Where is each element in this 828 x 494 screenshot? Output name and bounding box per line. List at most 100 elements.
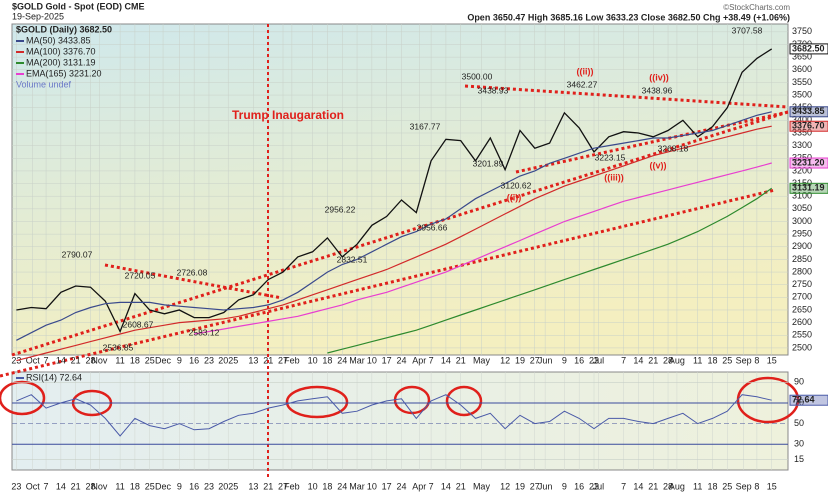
x-tick-label: Nov: [91, 355, 108, 365]
ohlc: Open 3650.47 High 3685.16 Low 3633.23 Cl…: [467, 12, 790, 22]
annotation: Trump Inaugaration: [232, 108, 344, 122]
x-tick-label: 14: [633, 481, 643, 491]
x-tick-label: 19: [515, 355, 525, 365]
x-tick-label: 21: [71, 481, 81, 491]
y-tick-label: 3650: [792, 52, 812, 62]
y-tick-label: 3000: [792, 216, 812, 226]
x-tick-label: Sep: [736, 355, 752, 365]
annotation: 3201.89: [473, 158, 504, 168]
series-line: [194, 162, 772, 335]
x-tick-label: 16: [574, 481, 584, 491]
annotation: 3268.18: [658, 143, 689, 153]
y-tick-label: 3500: [792, 89, 812, 99]
x-tick-label: 9: [562, 355, 567, 365]
x-tick-label: 21: [648, 355, 658, 365]
x-tick-label: 28: [663, 481, 673, 491]
x-tick-label: 7: [429, 481, 434, 491]
x-tick-label: 23: [589, 481, 599, 491]
x-tick-label: Apr: [412, 355, 426, 365]
legend-entry: MA(200) 3131.19: [26, 57, 96, 67]
x-tick-label: 16: [189, 355, 199, 365]
annotation: ((ii)): [577, 66, 594, 76]
y-tick-label: 3050: [792, 203, 812, 213]
rsi-panel: [11, 371, 789, 471]
x-tick-label: 27: [530, 481, 540, 491]
x-tick-label: 14: [441, 481, 451, 491]
x-tick-label: 7: [44, 355, 49, 365]
trendlines: [0, 84, 789, 378]
x-tick-label: 23: [204, 481, 214, 491]
annotation: 2608.67: [123, 319, 154, 329]
y-tick-label: 3600: [792, 64, 812, 74]
x-tick-label: 18: [707, 355, 717, 365]
y-tick-label: 70: [794, 397, 804, 407]
y-tick-label: 2650: [792, 304, 812, 314]
annotation: 2832.51: [337, 254, 368, 264]
x-tick-label: 23: [11, 481, 21, 491]
x-tick-label: 2025: [218, 481, 238, 491]
x-tick-label: 25: [145, 355, 155, 365]
legend-entry: Volume undef: [16, 79, 72, 89]
x-tick-label: 12: [500, 355, 510, 365]
y-tick-label: 3550: [792, 77, 812, 87]
x-tick-label: 27: [530, 355, 540, 365]
x-tick-label: 14: [633, 355, 643, 365]
y-tick-label: 3400: [792, 115, 812, 125]
value-tag-label: 3231.20: [792, 157, 825, 167]
value-tag-label: 3433.85: [792, 106, 825, 116]
y-tick-label: 3200: [792, 165, 812, 175]
x-tick-label: 2025: [218, 355, 238, 365]
annotation: 2956.22: [325, 204, 356, 214]
x-tick-label: 21: [71, 355, 81, 365]
annotation: ((v)): [650, 160, 667, 170]
x-tick-label: 23: [589, 355, 599, 365]
x-tick-label: 10: [308, 481, 318, 491]
x-tick-label: 21: [263, 481, 273, 491]
y-tick-label: 3750: [792, 26, 812, 36]
x-tick-label: 21: [456, 355, 466, 365]
y-tick-label: 90: [794, 377, 804, 387]
x-tick-label: 25: [145, 481, 155, 491]
legend-entry: MA(50) 3433.85: [26, 35, 91, 45]
x-tick-label: Apr: [412, 481, 426, 491]
annotation: 2720.05: [125, 270, 156, 280]
x-tick-label: 21: [648, 481, 658, 491]
y-tick-label: 2900: [792, 241, 812, 251]
x-tick-label: 8: [754, 355, 759, 365]
y-tick-label: 3350: [792, 127, 812, 137]
x-tick-label: 14: [56, 355, 66, 365]
x-tick-label: Oct: [26, 481, 41, 491]
source: ©StockCharts.com: [723, 3, 790, 12]
annotation: 3438.96: [642, 85, 673, 95]
x-tick-label: Dec: [155, 355, 172, 365]
x-tick-label: Sep: [736, 481, 752, 491]
legend-entry: MA(100) 3376.70: [26, 46, 96, 56]
annotation: 2583.12: [189, 327, 220, 337]
annotation: 3462.27: [567, 79, 598, 89]
x-tick-label: 18: [322, 355, 332, 365]
x-tick-label: May: [473, 481, 491, 491]
x-tick-label: Jun: [538, 481, 553, 491]
y-tick-label: 2850: [792, 254, 812, 264]
y-tick-label: 15: [794, 454, 804, 464]
x-tick-label: Oct: [26, 355, 41, 365]
value-tag-label: 3682.50: [792, 43, 825, 53]
x-tick-label: 13: [248, 355, 258, 365]
x-tick-label: 25: [722, 481, 732, 491]
y-tick-label: 3300: [792, 140, 812, 150]
x-tick-label: 10: [367, 481, 377, 491]
x-tick-label: 11: [115, 355, 124, 365]
x-tick-label: 15: [767, 355, 777, 365]
value-tag: [789, 394, 828, 406]
x-tick-label: 23: [204, 355, 214, 365]
x-tick-label: 16: [189, 481, 199, 491]
title: $GOLD Gold - Spot (EOD) CME: [12, 1, 145, 11]
x-tick-label: 12: [500, 481, 510, 491]
x-tick-label: 17: [382, 355, 392, 365]
x-tick-label: 24: [396, 481, 406, 491]
x-tick-label: 25: [722, 355, 732, 365]
x-tick-label: 24: [337, 355, 347, 365]
annotation: ((iv)): [649, 72, 669, 82]
value-tag: [789, 157, 828, 169]
